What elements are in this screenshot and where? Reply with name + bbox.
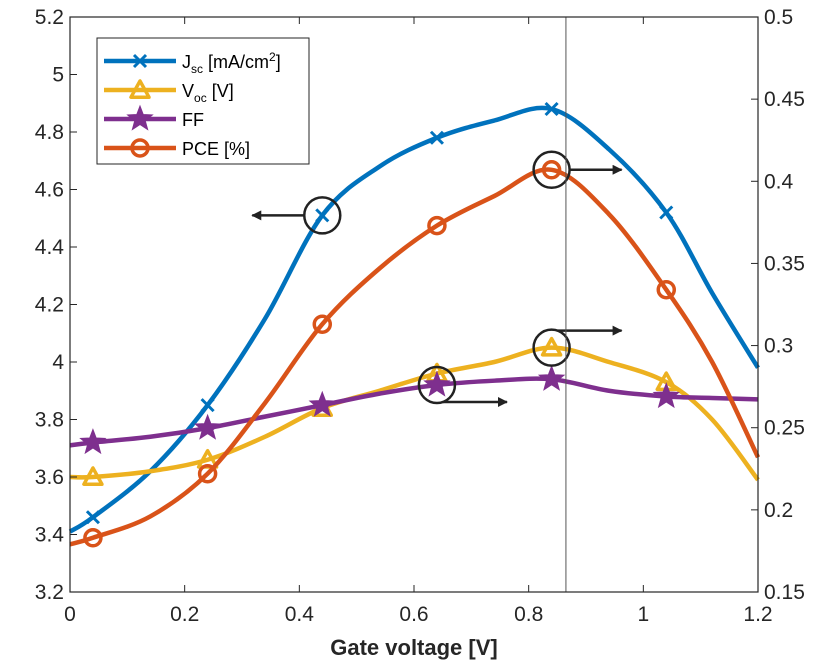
x-tick-label: 0.2	[170, 603, 199, 626]
data-point-2-4	[537, 364, 566, 391]
data-point-0-0	[85, 510, 100, 525]
y-tick-label: 5	[52, 64, 64, 87]
annotation-1	[532, 150, 623, 190]
legend-label-0: Jsc [mA/cm2]	[182, 50, 281, 76]
x-tick-label: 1.2	[743, 603, 772, 626]
y2-tick-label: 0.4	[764, 170, 794, 193]
data-point-3-3	[427, 215, 447, 236]
x-tick-label: 1	[637, 603, 649, 626]
legend-entry-3: PCE [%]	[104, 138, 250, 159]
annotation-2	[532, 325, 623, 367]
data-point-0-4-b	[544, 101, 559, 117]
legend-marker-0	[132, 53, 148, 69]
legend-label-main: PCE [%]	[182, 139, 250, 159]
legend-marker-2	[126, 104, 154, 131]
y2-tick-label: 0.3	[764, 335, 793, 358]
data-point-3-2	[312, 314, 333, 334]
legend-label-subscript: oc	[194, 91, 207, 105]
series-layer	[68, 101, 761, 548]
annotation-circle-3	[417, 365, 457, 405]
data-point-0-0-b	[85, 510, 100, 525]
y-tick-label: 4.2	[35, 294, 64, 317]
data-point-2-5	[652, 382, 680, 409]
x-tick-label: 0	[64, 603, 76, 626]
data-point-0-1	[200, 398, 215, 413]
legend-label-rest: [mA/cm	[203, 52, 269, 72]
y2-tick-label: 0.35	[764, 252, 805, 275]
x-axis-title: Gate voltage [V]	[330, 635, 497, 660]
data-point-0-3	[429, 130, 444, 145]
data-point-0-3-b	[429, 130, 444, 145]
data-point-3-1	[197, 463, 218, 484]
y2-tick-label: 0.5	[764, 6, 793, 29]
series-line-1	[69, 345, 760, 482]
legend-label-3: PCE [%]	[182, 139, 250, 159]
x-tick-label: 0.6	[399, 603, 428, 626]
y2-tick-label: 0.15	[764, 581, 805, 604]
data-point-1-4	[540, 336, 563, 357]
y-tick-label: 4.4	[35, 236, 65, 259]
data-point-2-2	[308, 390, 336, 417]
series-2	[69, 364, 759, 455]
series-0	[68, 101, 760, 534]
data-point-2-3	[423, 370, 451, 397]
legend-label-main: V	[182, 81, 194, 101]
legend-label-main: FF	[182, 110, 204, 130]
data-point-0-4	[544, 101, 559, 117]
y-tick-label: 4	[52, 351, 64, 374]
annotation-circle-2	[532, 328, 571, 367]
y-tick-label: 3.2	[35, 581, 64, 604]
legend-label-subscript: sc	[191, 62, 203, 76]
data-point-2-0	[79, 428, 107, 455]
annotation-layer	[251, 150, 623, 407]
legend-label-2: FF	[182, 110, 204, 130]
legend-marker-0-b	[132, 53, 148, 69]
legend-label-rest: [V]	[207, 81, 234, 101]
y-tick-label: 3.6	[35, 466, 64, 489]
series-3	[69, 160, 761, 548]
series-1	[69, 336, 760, 486]
y-tick-label: 4.8	[35, 121, 64, 144]
data-point-1-0	[82, 466, 104, 486]
annotation-0	[251, 196, 342, 235]
data-point-0-5	[659, 205, 674, 220]
data-point-3-5	[656, 279, 677, 300]
legend-label-superscript: 2	[269, 50, 276, 64]
y2-tick-label: 0.45	[764, 88, 805, 111]
data-point-0-2-b	[315, 208, 330, 223]
annotation-3	[417, 365, 508, 407]
data-point-0-2	[315, 208, 330, 223]
y2-tick-label: 0.2	[764, 499, 793, 522]
series-line-3	[69, 167, 761, 547]
data-point-3-0	[83, 528, 103, 548]
data-point-0-5-b	[659, 205, 674, 220]
y-tick-label: 5.2	[35, 6, 64, 29]
data-point-3-4	[541, 160, 562, 180]
y-tick-label: 3.4	[35, 524, 65, 547]
legend-label-main: J	[182, 52, 191, 72]
x-tick-label: 0.4	[285, 603, 315, 626]
legend-entry-1: Voc [V]	[104, 79, 234, 105]
legend-marker-1	[129, 79, 151, 99]
legend-entry-0: Jsc [mA/cm2]	[104, 50, 281, 76]
axes: 0 0.2 0.4 0.6 0.8 1 1.2 3.2 3.4 3.6 3.8 4 4.2 4.4 4.6 4…	[35, 6, 805, 626]
legend-label-1: Voc [V]	[182, 81, 234, 105]
legend-entry-2: FF	[104, 104, 204, 131]
y2-tick-label: 0.25	[764, 417, 805, 440]
legend-label-end: ]	[276, 52, 281, 72]
x-tick-label: 0.8	[514, 603, 543, 626]
legend-marker-3	[130, 138, 150, 158]
y-tick-label: 3.8	[35, 409, 64, 432]
y-tick-label: 4.6	[35, 179, 64, 202]
data-point-2-1	[193, 413, 222, 440]
data-point-0-1-b	[200, 398, 215, 413]
